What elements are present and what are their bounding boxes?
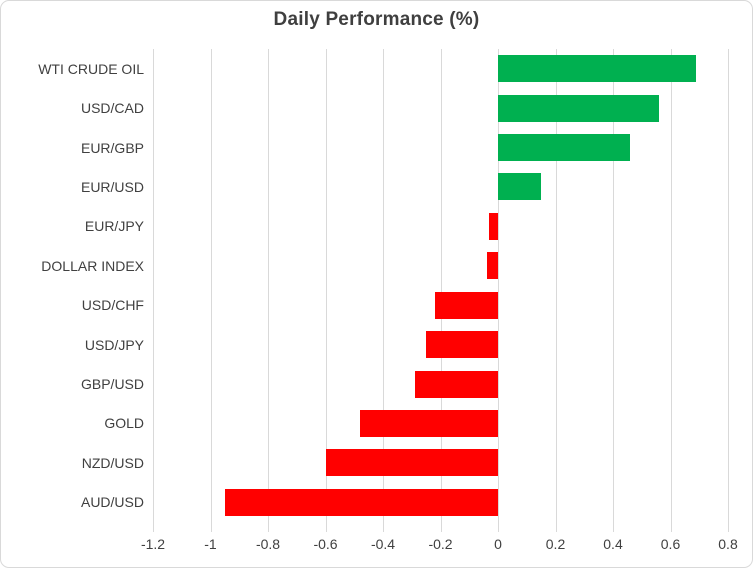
category-label: EUR/GBP bbox=[80, 139, 144, 156]
gridline bbox=[325, 49, 327, 522]
category-label: NZD/USD bbox=[81, 454, 144, 471]
gridline bbox=[153, 49, 154, 522]
bar-gold bbox=[360, 409, 498, 437]
bar-usd-chf bbox=[434, 291, 498, 319]
chart-title: Daily Performance (%) bbox=[273, 9, 480, 30]
gridline bbox=[670, 49, 672, 522]
category-axis: WTI CRUDE OIL USD/CAD EUR/GBP EUR/USD EUR/JP… bbox=[1, 49, 148, 522]
gridline bbox=[555, 49, 557, 522]
axis-tick bbox=[383, 522, 384, 532]
bar-eur-jpy bbox=[489, 212, 498, 240]
x-tick-label: 0.8 bbox=[718, 536, 738, 552]
category-label: EUR/JPY bbox=[84, 218, 144, 235]
gridline bbox=[440, 49, 442, 522]
category-label: AUD/USD bbox=[80, 494, 144, 511]
bar-gbp-usd bbox=[414, 370, 498, 398]
x-tick-label: 0.4 bbox=[603, 536, 623, 552]
x-tick-label: -0.6 bbox=[313, 536, 338, 552]
value-axis: -1.2 -1 -0.8 -0.6 -0.4 -0.2 0 0.2 0.4 0.6 0.8 bbox=[141, 536, 738, 556]
axis-tick bbox=[440, 522, 442, 532]
bar-dollar-index bbox=[486, 252, 498, 280]
bar-eur-usd bbox=[498, 173, 542, 201]
x-tick-label: 0.6 bbox=[660, 536, 681, 552]
axis-tick bbox=[268, 522, 269, 532]
axis-tick bbox=[153, 522, 154, 532]
axis-tick bbox=[555, 522, 557, 532]
category-label: EUR/USD bbox=[80, 178, 144, 195]
x-tick-label: -0.8 bbox=[255, 536, 281, 552]
gridline bbox=[268, 49, 269, 522]
x-tick-label: -0.2 bbox=[428, 536, 453, 552]
gridline bbox=[613, 49, 614, 522]
category-label: WTI CRUDE OIL bbox=[38, 60, 144, 77]
zero-axis-line bbox=[498, 49, 499, 522]
axis-tick bbox=[325, 522, 327, 532]
category-label: USD/CHF bbox=[81, 297, 144, 314]
gridline bbox=[728, 49, 729, 522]
axis-tick bbox=[498, 522, 499, 532]
x-tick-label: -1 bbox=[204, 536, 217, 552]
gridline bbox=[383, 49, 384, 522]
bar-eur-gbp bbox=[498, 134, 631, 162]
category-label: GOLD bbox=[104, 415, 144, 432]
category-label: DOLLAR INDEX bbox=[41, 257, 144, 274]
gridline bbox=[210, 49, 212, 522]
axis-tick bbox=[613, 522, 614, 532]
x-tick-label: -0.4 bbox=[370, 536, 396, 552]
x-tick-label: 0.2 bbox=[545, 536, 566, 552]
x-tick-label: -1.2 bbox=[140, 536, 166, 552]
axis-tick bbox=[210, 522, 212, 532]
bar-usd-cad bbox=[498, 94, 659, 122]
bar-nzd-usd bbox=[325, 449, 498, 477]
bar-wti-crude-oil bbox=[498, 55, 697, 83]
x-tick-label: 0 bbox=[494, 536, 502, 552]
axis-tick bbox=[670, 522, 672, 532]
plot-area bbox=[153, 49, 729, 532]
bar-aud-usd bbox=[224, 488, 498, 516]
bar-usd-jpy bbox=[426, 331, 498, 359]
axis-tick bbox=[728, 522, 729, 532]
category-label: USD/CAD bbox=[80, 100, 144, 117]
category-label: USD/JPY bbox=[84, 336, 144, 353]
category-label: GBP/USD bbox=[80, 376, 144, 393]
